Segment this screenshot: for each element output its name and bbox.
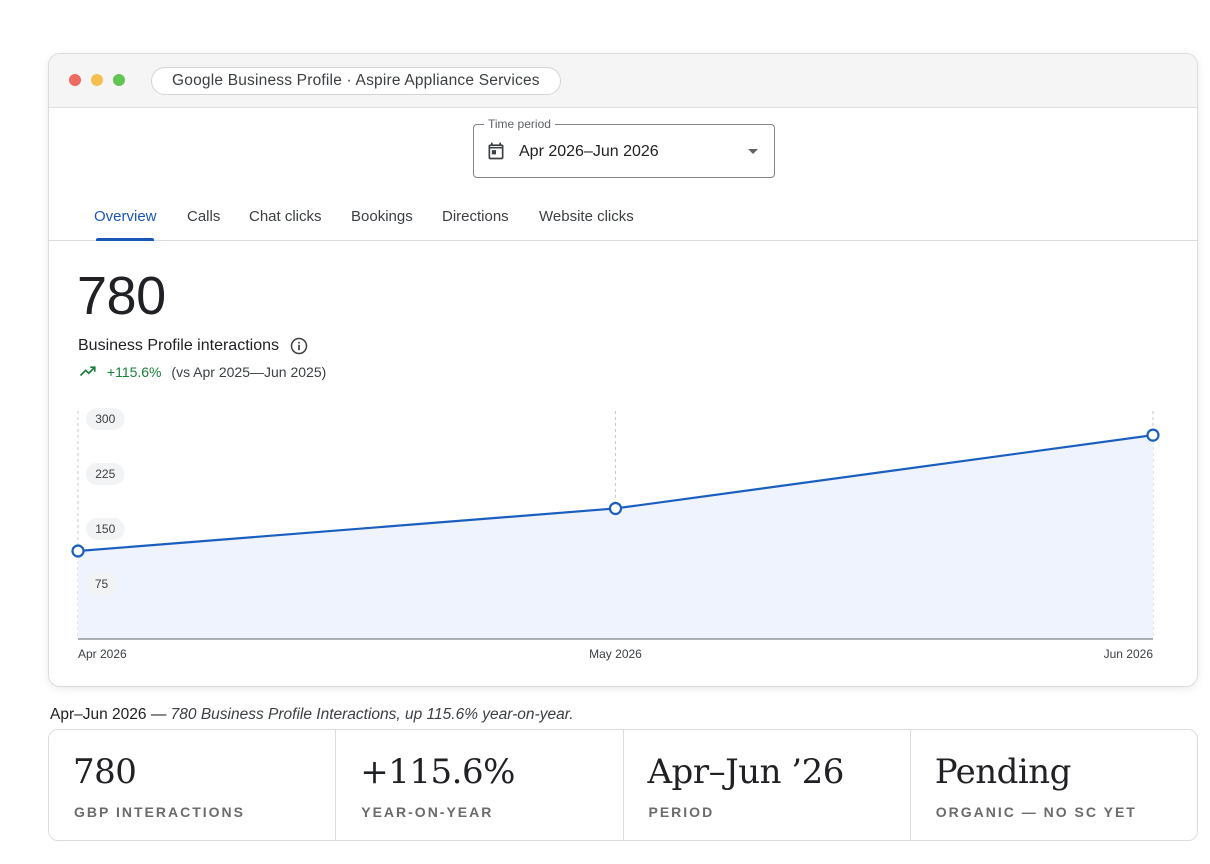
stat-card-organic: Pending ORGANIC — NO SC YET — [910, 730, 1197, 840]
tab-overview[interactable]: Overview — [94, 208, 157, 225]
trend-row: +115.6% (vs Apr 2025—Jun 2025) — [79, 363, 326, 381]
stat-value: +115.6% — [360, 752, 515, 792]
metric-label: Business Profile interactions — [78, 337, 279, 354]
data-point — [1146, 428, 1160, 442]
x-tick-label: May 2026 — [589, 647, 642, 661]
stat-card-yoy: +115.6% YEAR-ON-YEAR — [336, 730, 624, 840]
stat-label: PERIOD — [648, 804, 715, 820]
stat-card-period: Apr–Jun ’26 PERIOD — [623, 730, 911, 840]
caption-text: 780 Business Profile Interactions, up 11… — [170, 706, 574, 723]
y-tick-pill — [86, 518, 125, 540]
minimize-window-button[interactable] — [91, 74, 103, 86]
caption-separator: — — [146, 706, 171, 723]
stat-value: Apr–Jun ’26 — [647, 752, 845, 792]
change-percent: +115.6% — [106, 364, 162, 380]
y-tick-pill — [86, 463, 125, 485]
time-period-label: Time period — [484, 117, 555, 131]
dropdown-arrow-icon — [748, 149, 758, 154]
stat-value: 780 — [73, 752, 137, 792]
tab-directions[interactable]: Directions — [442, 208, 509, 225]
calendar-icon — [488, 142, 504, 160]
tab-calls[interactable]: Calls — [187, 208, 221, 225]
maximize-window-button[interactable] — [113, 74, 125, 86]
y-tick-label: 75 — [95, 577, 109, 591]
x-tick-label: Jun 2026 — [1104, 647, 1154, 661]
title-bar: Google Business Profile · Aspire Applian… — [49, 54, 1197, 108]
series-area — [78, 435, 1153, 639]
stat-value: Pending — [934, 752, 1072, 792]
caption-period: Apr–Jun 2026 — [50, 706, 147, 723]
tab-chat-clicks[interactable]: Chat clicks — [249, 208, 322, 225]
active-tab-indicator — [96, 238, 154, 241]
address-bar[interactable]: Google Business Profile · Aspire Applian… — [151, 67, 561, 95]
close-window-button[interactable] — [69, 74, 81, 86]
y-tick-label: 300 — [95, 412, 115, 426]
trending-up-icon — [79, 366, 96, 377]
tab-website-clicks[interactable]: Website clicks — [539, 208, 634, 225]
stat-label: ORGANIC — NO SC YET — [935, 804, 1137, 820]
app-window: Google Business Profile · Aspire Applian… — [48, 53, 1198, 687]
metric-tabs: Overview Calls Chat clicks Bookings Dire… — [49, 204, 1197, 241]
time-period-value: Apr 2026–Jun 2026 — [519, 143, 659, 160]
tab-bookings[interactable]: Bookings — [351, 208, 413, 225]
comparison-period: (vs Apr 2025—Jun 2025) — [171, 364, 327, 380]
stat-card-interactions: 780 GBP INTERACTIONS — [49, 730, 337, 840]
stats-strip: 780 GBP INTERACTIONS +115.6% YEAR-ON-YEA… — [48, 729, 1198, 841]
data-point — [71, 544, 85, 558]
x-tick-label: Apr 2026 — [78, 647, 127, 661]
y-tick-label: 150 — [95, 522, 115, 536]
y-tick-pill — [86, 573, 117, 595]
interactions-chart: 75 150 225 300 Apr 2026 May 2026 Jun 2026 — [71, 408, 1160, 661]
y-tick-pill — [86, 408, 125, 430]
info-icon[interactable] — [289, 336, 309, 356]
stat-label: GBP INTERACTIONS — [74, 804, 245, 820]
time-period-select[interactable]: Time period Apr 2026–Jun 2026 — [473, 117, 775, 178]
summary-caption: Apr–Jun 2026 — 780 Business Profile Inte… — [50, 705, 574, 725]
total-interactions-value: 780 — [77, 266, 166, 326]
stat-label: YEAR-ON-YEAR — [361, 804, 494, 820]
data-point — [608, 501, 623, 516]
y-tick-label: 225 — [95, 467, 115, 481]
